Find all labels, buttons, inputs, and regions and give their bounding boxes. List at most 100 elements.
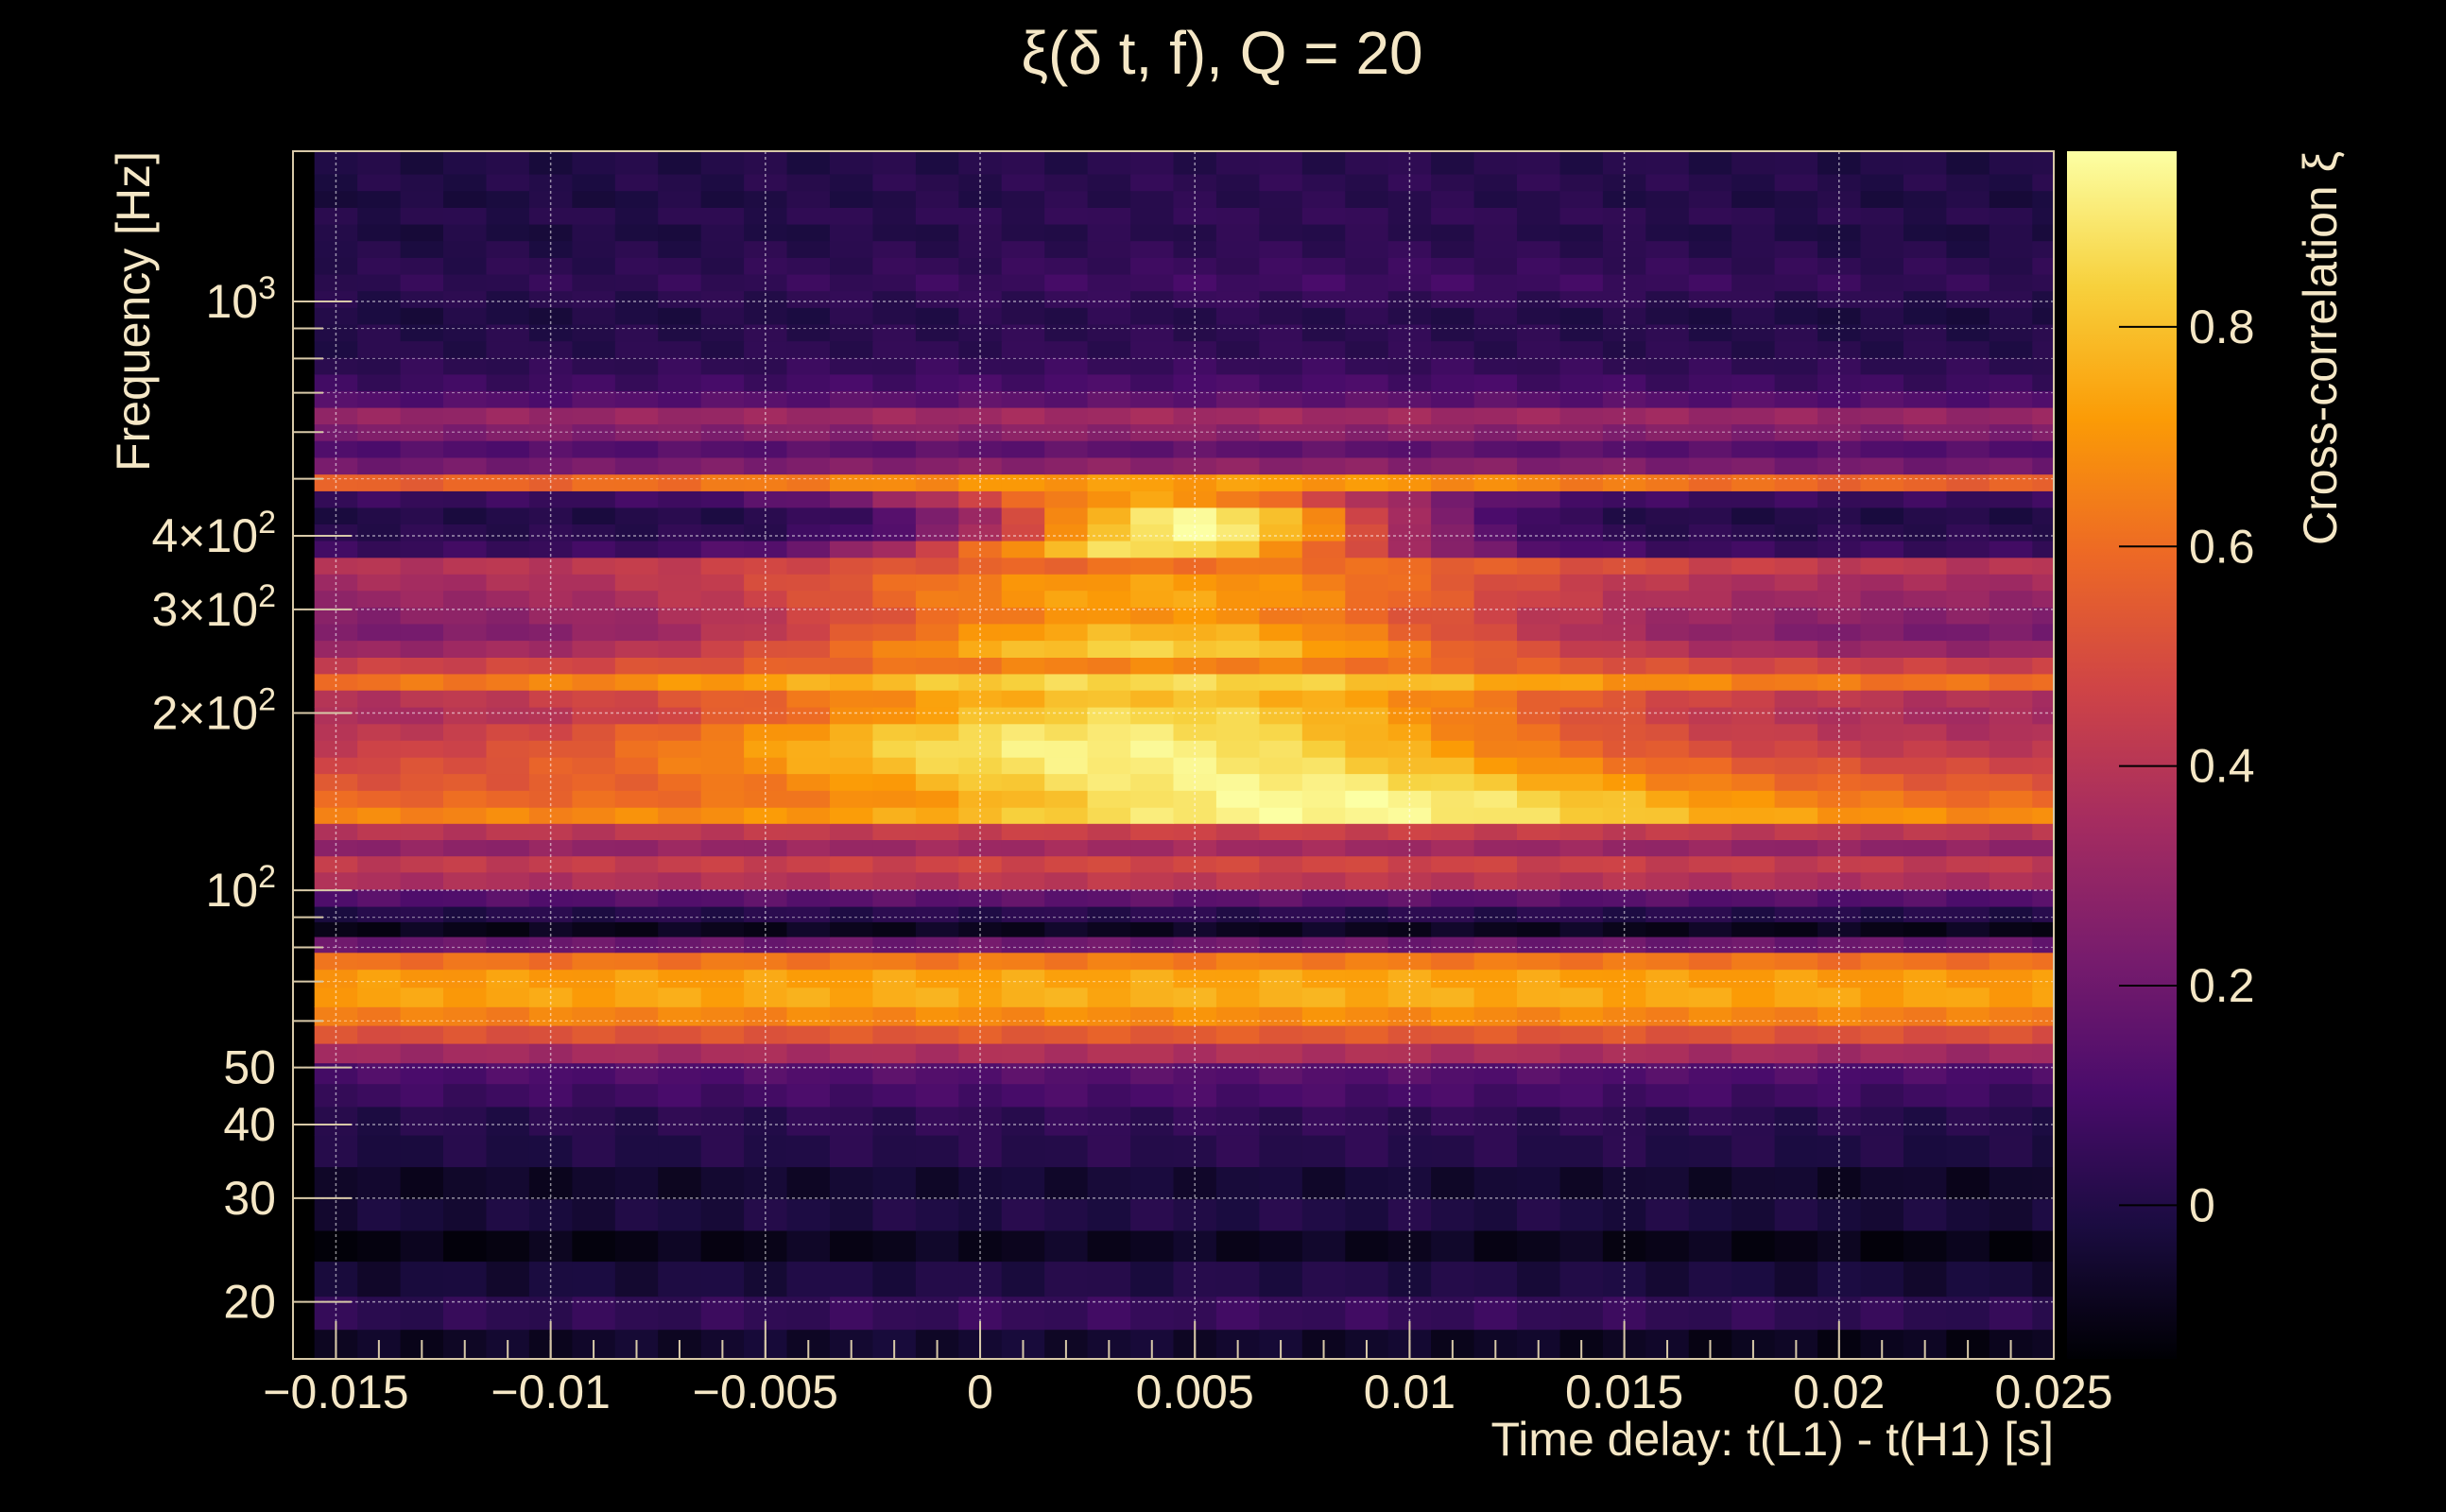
heatmap-cell xyxy=(1130,174,1175,192)
heatmap-cell xyxy=(1903,640,1947,658)
heatmap-cell xyxy=(658,987,702,1007)
heatmap-cell xyxy=(1946,707,1990,725)
heatmap-cell xyxy=(1173,407,1217,425)
heatmap-cell xyxy=(1989,1166,2033,1200)
heatmap-cell xyxy=(1431,1062,1475,1085)
heatmap-cell xyxy=(1517,1198,1560,1231)
heatmap-cell xyxy=(700,473,745,491)
heatmap-cell xyxy=(314,855,358,873)
heatmap-cell xyxy=(1215,440,1260,458)
heatmap-cell xyxy=(614,707,659,725)
heatmap-cell xyxy=(1345,1229,1389,1263)
heatmap-cell xyxy=(744,1006,788,1026)
heatmap-cell xyxy=(357,936,402,954)
heatmap-cell xyxy=(1431,690,1475,708)
heatmap-cell xyxy=(1688,557,1732,575)
heatmap-cell xyxy=(1259,507,1303,524)
heatmap-cell xyxy=(958,1025,1003,1044)
heatmap-cell xyxy=(1301,1006,1346,1026)
heatmap-cell xyxy=(1731,557,1776,575)
heatmap-cell xyxy=(1989,921,2033,937)
heatmap-cell xyxy=(1259,906,1303,922)
heatmap-cell xyxy=(1989,1062,2033,1085)
heatmap-cell xyxy=(1130,823,1175,840)
heatmap-cell xyxy=(1645,357,1690,375)
heatmap-cell xyxy=(1173,906,1217,922)
heatmap-cell xyxy=(1860,357,1904,375)
heatmap-cell xyxy=(700,507,745,524)
heatmap-cell xyxy=(1387,657,1432,675)
heatmap-cell xyxy=(486,607,530,625)
heatmap-cell xyxy=(658,440,702,458)
heatmap-cell xyxy=(1559,240,1604,258)
heatmap-cell xyxy=(1130,657,1175,675)
heatmap-cell xyxy=(1001,952,1045,971)
heatmap-cell xyxy=(830,807,873,824)
heatmap-cell xyxy=(1688,871,1732,890)
heatmap-cell xyxy=(915,707,959,725)
heatmap-cell xyxy=(1860,657,1904,675)
heatmap-cell xyxy=(915,390,959,408)
heatmap-cell xyxy=(486,657,530,675)
heatmap-cell xyxy=(786,640,831,658)
heatmap-cell xyxy=(572,757,616,775)
heatmap-cell xyxy=(872,673,917,691)
heatmap-cell xyxy=(1130,888,1175,907)
heatmap-cell xyxy=(2032,423,2055,441)
heatmap-cell xyxy=(1517,740,1560,758)
heatmap-cell xyxy=(1044,1198,1089,1231)
heatmap-cell xyxy=(1387,590,1432,608)
heatmap-cell xyxy=(2032,690,2055,708)
heatmap-cell xyxy=(915,190,959,208)
heatmap-cell xyxy=(1173,1166,1217,1200)
heatmap-cell xyxy=(1087,440,1131,458)
heatmap-cell xyxy=(1345,524,1389,541)
heatmap-cell xyxy=(1731,1083,1776,1108)
heatmap-cell xyxy=(443,969,487,988)
heatmap-cell xyxy=(400,524,444,541)
heatmap-cell xyxy=(1731,307,1776,325)
heatmap-cell xyxy=(400,757,444,775)
heatmap-cell xyxy=(1087,290,1131,308)
y-tick-label-base: 10 xyxy=(205,275,258,328)
heatmap-cell xyxy=(614,190,659,208)
heatmap-cell xyxy=(1044,1166,1089,1200)
heatmap-cell xyxy=(1215,790,1260,808)
x-tick-label: 0.025 xyxy=(1994,1366,2112,1418)
heatmap-cell xyxy=(357,473,402,491)
heatmap-cell xyxy=(614,921,659,937)
heatmap-cell xyxy=(1473,557,1518,575)
heatmap-cell xyxy=(357,1083,402,1108)
heatmap-cell xyxy=(1173,340,1217,358)
heatmap-cell xyxy=(486,757,530,775)
heatmap-cell xyxy=(1044,1261,1089,1297)
heatmap-cell xyxy=(658,323,702,342)
heatmap-cell xyxy=(1087,888,1131,907)
heatmap-cell xyxy=(915,224,959,242)
heatmap-cell xyxy=(1301,240,1346,258)
heatmap-cell xyxy=(700,640,745,658)
heatmap-cell xyxy=(872,307,917,325)
heatmap-cell xyxy=(1345,969,1389,988)
heatmap-cell xyxy=(1173,590,1217,608)
heatmap-cell xyxy=(1817,423,1862,441)
heatmap-cell xyxy=(357,240,402,258)
heatmap-cell xyxy=(1001,1135,1045,1168)
heatmap-cell xyxy=(1345,640,1389,658)
heatmap-cell xyxy=(1946,1083,1990,1108)
heatmap-cell xyxy=(786,423,831,441)
heatmap-cell xyxy=(1345,657,1389,675)
y-tick-label: 4×102 xyxy=(151,505,276,562)
heatmap-cell xyxy=(1731,1261,1776,1297)
heatmap-cell xyxy=(830,1025,873,1044)
heatmap-cell xyxy=(314,373,358,391)
heatmap-cell xyxy=(614,440,659,458)
heatmap-cell xyxy=(1517,969,1560,988)
heatmap-cell xyxy=(572,906,616,922)
heatmap-cell xyxy=(872,456,917,475)
heatmap-cell xyxy=(1473,1062,1518,1085)
heatmap-cell xyxy=(1774,673,1818,691)
heatmap-cell xyxy=(1903,574,1947,592)
heatmap-cell xyxy=(1473,790,1518,808)
heatmap-cell xyxy=(1645,240,1690,258)
